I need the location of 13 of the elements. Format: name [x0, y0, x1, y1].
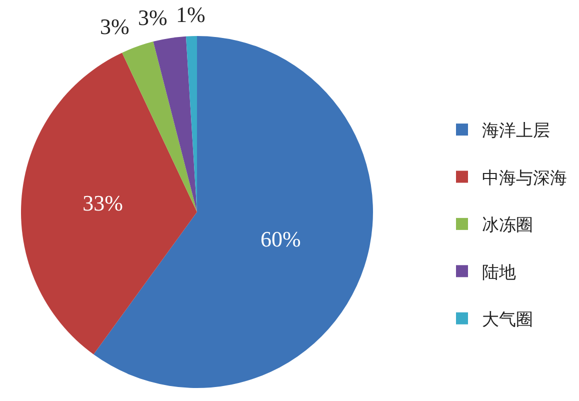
pie-slice [153, 36, 197, 212]
legend-label: 中海与深海 [482, 168, 567, 188]
pie-slice [122, 42, 197, 212]
data-label: 1% [176, 2, 206, 27]
legend-label: 大气圈 [482, 310, 533, 330]
pie-slice [21, 52, 197, 354]
data-label: 33% [82, 190, 123, 216]
legend-label: 陆地 [482, 262, 516, 283]
data-label: 3% [100, 14, 130, 39]
legend-label: 海洋上层 [482, 121, 550, 142]
data-label: 60% [260, 226, 301, 252]
data-label: 3% [138, 5, 168, 30]
legend-label: 冰冻圈 [482, 216, 533, 236]
